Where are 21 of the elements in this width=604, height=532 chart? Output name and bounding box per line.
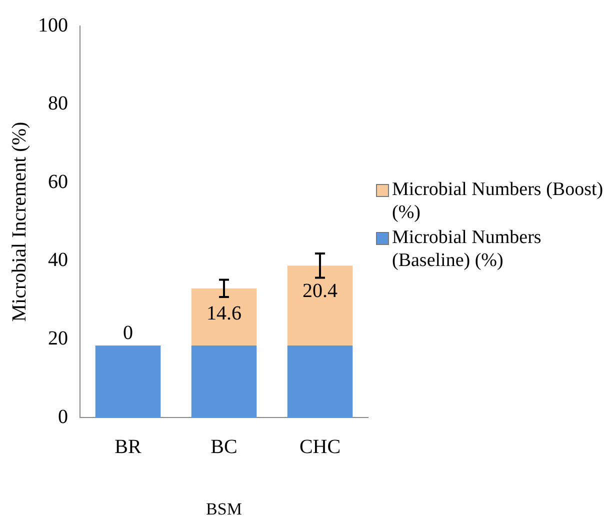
y-tick-label: 100 [38,14,68,36]
bar [95,346,161,418]
data-label: 14.6 [206,302,242,325]
y-tick-label: 20 [48,328,68,350]
legend-label: Microbial Numbers (Baseline) (%) [392,226,542,272]
legend-label: Microbial Numbers (Boost) (%) [392,178,604,224]
data-label: 0 [123,322,133,344]
data-label: 20.4 [302,280,338,302]
x-tick-label: BR [114,436,142,458]
y-tick-label: 80 [48,92,68,115]
y-axis-title: Microbial Increment (%) [8,122,30,322]
y-tick-label: 40 [48,249,68,272]
y-tick-label: 60 [48,170,68,193]
y-tick-label: 0 [58,406,68,428]
x-axis-title: BSM [206,499,242,518]
x-tick-label: CHC [299,436,341,458]
bar [287,266,353,346]
x-tick-label: BC [210,436,238,458]
bar [287,346,353,418]
bar [191,288,257,346]
bar [191,346,257,418]
